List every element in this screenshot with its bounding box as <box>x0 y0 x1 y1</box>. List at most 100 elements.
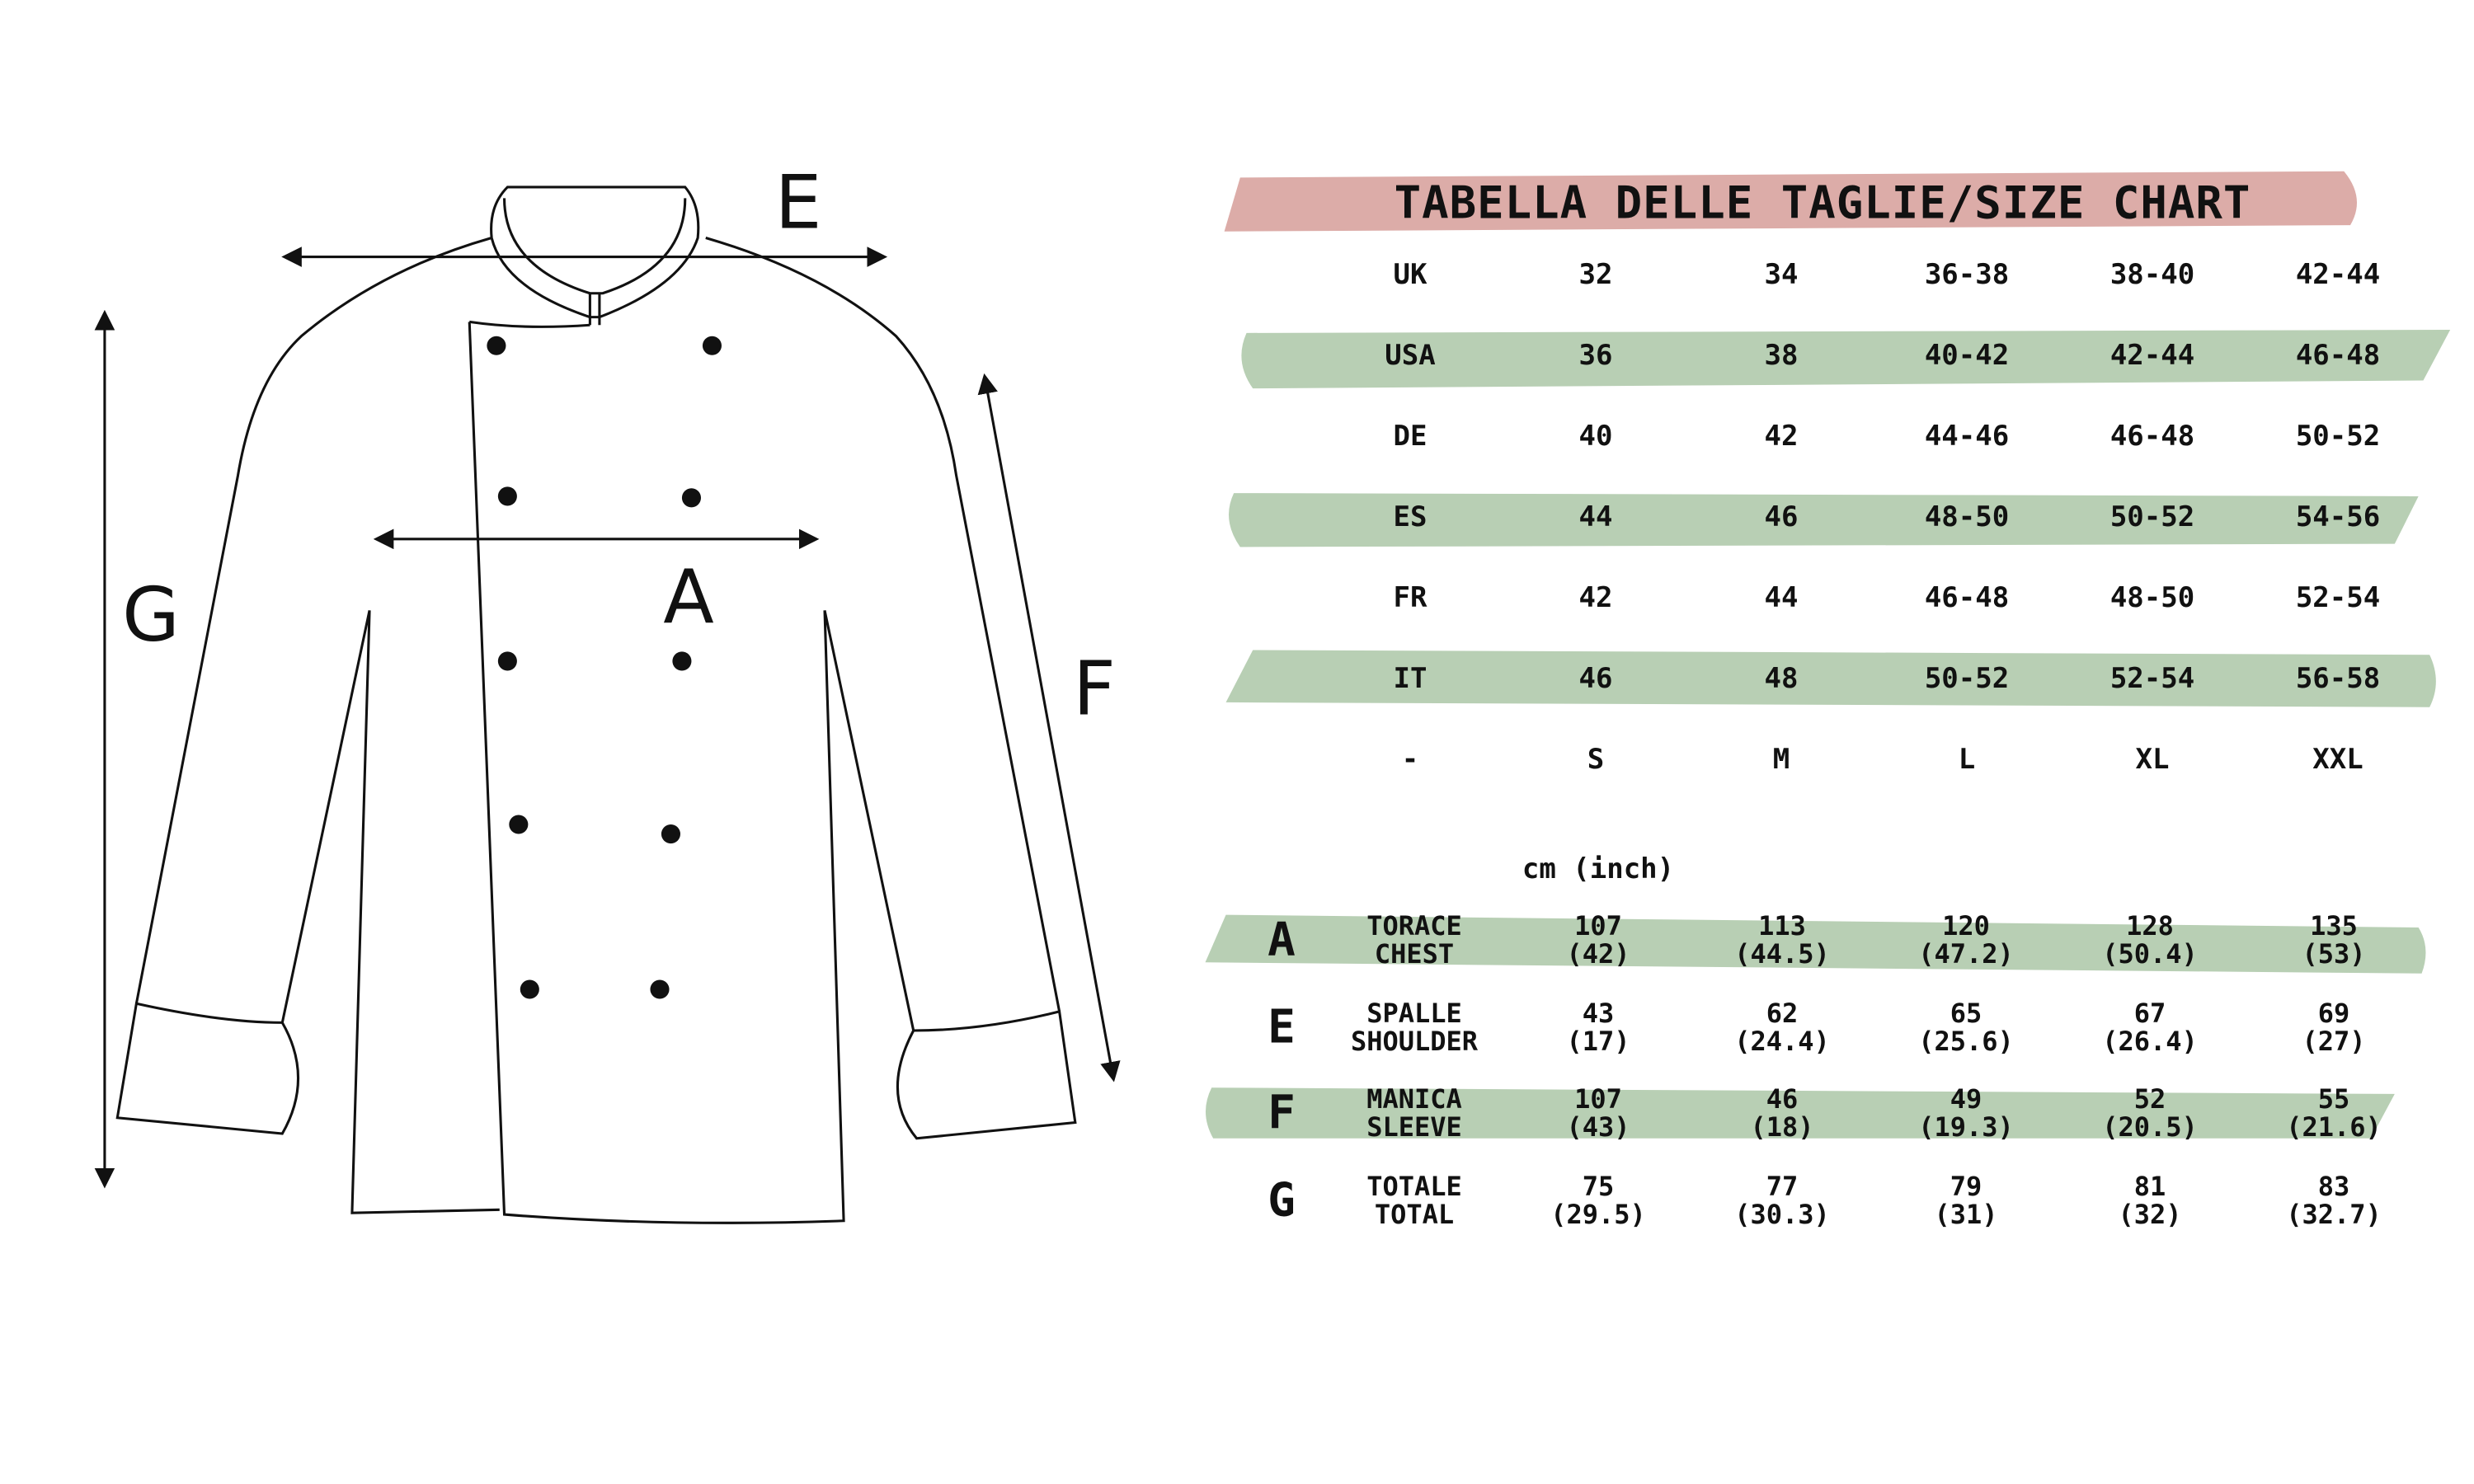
size-cell: 46-48 <box>1924 581 2010 614</box>
size-cell: 46-48 <box>2109 420 2195 453</box>
measure-cell: 81 (32) <box>2118 1172 2181 1228</box>
measure-cell: 69 (27) <box>2302 999 2365 1055</box>
measure-cell-line: (21.6) <box>2286 1111 2382 1143</box>
measure-cell-line: 107 <box>1574 910 1622 942</box>
measure-cell-line: (43) <box>1566 1111 1630 1143</box>
size-cell: 46 <box>1764 500 1799 533</box>
measure-cell-line: 128 <box>2126 910 2174 942</box>
measure-cell: 46 (18) <box>1750 1085 1813 1141</box>
size-cell: 44 <box>1578 500 1613 533</box>
measure-cell-line: 75 <box>1582 1171 1615 1202</box>
measure-cell-line: (27) <box>2302 1026 2366 1057</box>
size-cell: 48-50 <box>1924 500 2010 533</box>
measure-cell-line: (42) <box>1566 938 1630 970</box>
size-cell: 42-44 <box>2109 339 2195 372</box>
size-cell: 32 <box>1578 258 1613 291</box>
measure-cell: 67 (26.4) <box>2102 999 2198 1055</box>
measure-cell-line: 81 <box>2133 1171 2166 1202</box>
measure-label-line: CHEST <box>1374 938 1455 970</box>
size-cell: 38 <box>1764 339 1799 372</box>
measure-cell-line: 83 <box>2317 1171 2350 1202</box>
measure-cell-line: (17) <box>1566 1026 1630 1057</box>
size-cell: 38-40 <box>2109 258 2195 291</box>
measure-cell-line: 79 <box>1950 1171 1982 1202</box>
row-label: DE <box>1393 420 1427 453</box>
measure-label-line: TOTAL <box>1374 1199 1455 1230</box>
measure-label: TOTALE TOTAL <box>1366 1172 1462 1228</box>
measure-cell-line: 67 <box>2133 998 2166 1029</box>
unit-label: cm (inch) <box>1522 852 1675 885</box>
label-g: G <box>122 571 180 659</box>
label-e: E <box>774 159 822 247</box>
size-cell: 42-44 <box>2295 258 2381 291</box>
measure-cell-line: (44.5) <box>1734 938 1830 970</box>
size-cell: 48 <box>1764 662 1799 695</box>
size-cell: 50-52 <box>2295 420 2381 453</box>
row-label: IT <box>1393 662 1427 695</box>
measure-cell-line: (53) <box>2302 938 2366 970</box>
row-band-sleeve <box>1205 1087 2395 1139</box>
size-cell: 48-50 <box>2109 581 2195 614</box>
measure-cell: 65 (25.6) <box>1918 999 2014 1055</box>
size-cell: XXL <box>2312 743 2363 776</box>
measure-letter-line: F <box>1268 1086 1296 1140</box>
measure-cell-line: 55 <box>2317 1083 2350 1115</box>
measure-label-line: SPALLE <box>1366 998 1462 1029</box>
measure-label-line: TORACE <box>1366 910 1462 942</box>
measure-cell: 107 (43) <box>1566 1085 1630 1141</box>
size-cell: 40-42 <box>1924 339 2010 372</box>
measure-cell-line: (29.5) <box>1550 1199 1646 1230</box>
measure-letter-line: E <box>1268 1000 1296 1054</box>
size-cell: L <box>1958 743 1976 776</box>
measure-letter: E <box>1268 1001 1296 1054</box>
row-label: - <box>1401 743 1419 776</box>
size-cell: 36 <box>1578 339 1613 372</box>
measure-cell-line: 43 <box>1582 998 1615 1029</box>
size-cell: 56-58 <box>2295 662 2381 695</box>
measure-letter-line: A <box>1268 913 1296 967</box>
measure-cell-line: 52 <box>2133 1083 2166 1115</box>
measure-cell: 135 (53) <box>2302 912 2365 968</box>
size-cell: XL <box>2135 743 2170 776</box>
measure-cell-line: (20.5) <box>2102 1111 2198 1143</box>
measure-label-line: MANICA <box>1366 1083 1462 1115</box>
measure-cell-line: (50.4) <box>2102 938 2198 970</box>
row-label: FR <box>1393 581 1427 614</box>
measure-cell: 83 (32.7) <box>2286 1172 2382 1228</box>
size-cell: M <box>1772 743 1790 776</box>
measure-cell-line: 107 <box>1574 1083 1622 1115</box>
row-label: UK <box>1393 258 1427 291</box>
measure-cell: 43 (17) <box>1566 999 1630 1055</box>
measure-cell-line: 69 <box>2317 998 2350 1029</box>
measure-letter: A <box>1268 913 1296 967</box>
size-cell: 54-56 <box>2295 500 2381 533</box>
measure-cell: 107 (42) <box>1566 912 1630 968</box>
measure-cell: 62 (24.4) <box>1734 999 1830 1055</box>
measure-cell-line: (32) <box>2118 1199 2182 1230</box>
measure-cell-line: 62 <box>1766 998 1799 1029</box>
size-cell: 52-54 <box>2109 662 2195 695</box>
measure-label-line: SHOULDER <box>1350 1026 1479 1057</box>
measure-label: SPALLE SHOULDER <box>1351 999 1478 1055</box>
size-cell: 36-38 <box>1924 258 2010 291</box>
measure-cell: 113 (44.5) <box>1734 912 1830 968</box>
row-band-it <box>1225 650 2436 707</box>
measure-cell-line: (32.7) <box>2286 1199 2382 1230</box>
size-cell: 42 <box>1764 420 1799 453</box>
row-label: ES <box>1393 500 1427 533</box>
measure-cell: 75 (29.5) <box>1550 1172 1646 1228</box>
size-cell: 44 <box>1764 581 1799 614</box>
size-cell: 50-52 <box>1924 662 2010 695</box>
arrow-f <box>977 373 1121 1082</box>
measure-cell-line: 77 <box>1766 1171 1799 1202</box>
measure-cell-line: 120 <box>1942 910 1990 942</box>
size-cell: 44-46 <box>1924 420 2010 453</box>
row-label: USA <box>1385 339 1436 372</box>
measure-cell-line: (30.3) <box>1734 1199 1830 1230</box>
measure-letter: G <box>1268 1174 1296 1228</box>
size-cell: S <box>1587 743 1605 776</box>
size-cell: 52-54 <box>2295 581 2381 614</box>
measure-cell-line: (19.3) <box>1918 1111 2014 1143</box>
size-cell: 50-52 <box>2109 500 2195 533</box>
measure-cell-line: 135 <box>2310 910 2358 942</box>
